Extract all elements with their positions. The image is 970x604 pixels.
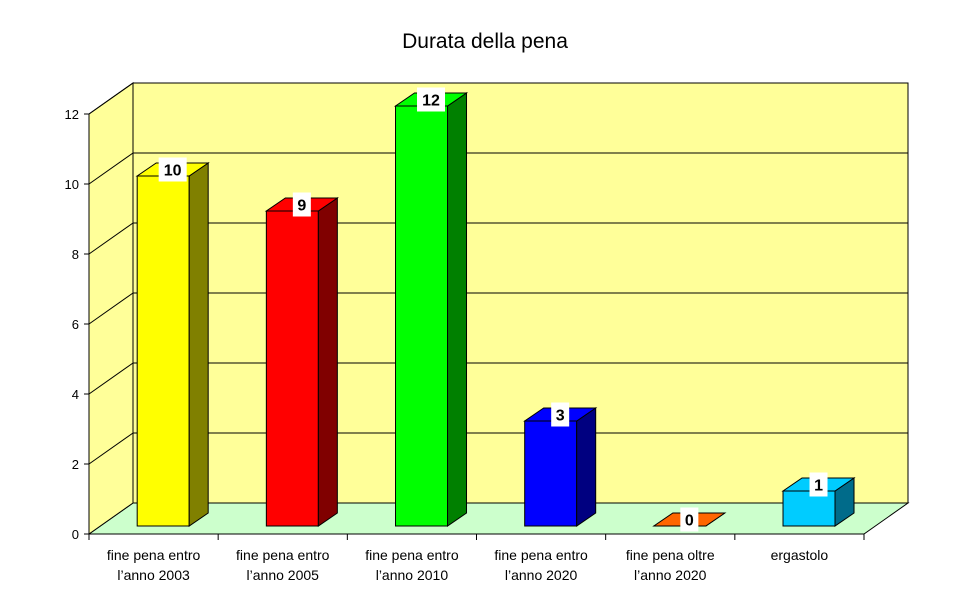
bar-side xyxy=(576,407,597,527)
category-label: fine pena entro l’anno 2010 xyxy=(365,547,459,583)
category-label-line: l’anno 2020 xyxy=(505,567,578,583)
y-tick-label: 12 xyxy=(65,107,79,122)
gridline-side xyxy=(88,292,134,325)
data-label-text: 0 xyxy=(685,513,694,530)
y-tick-label: 10 xyxy=(65,177,79,192)
bar-front xyxy=(265,210,319,527)
bar-front xyxy=(782,490,836,527)
bar xyxy=(135,162,210,527)
data-label: 10 xyxy=(158,157,187,182)
data-label-text: 1 xyxy=(814,478,823,495)
gridline-side xyxy=(88,152,134,185)
gridline-side xyxy=(88,362,134,395)
y-tick-label: 4 xyxy=(72,387,79,402)
bars xyxy=(135,92,856,527)
category-label-line: ergastolo xyxy=(771,547,829,563)
category-label-line: fine pena entro xyxy=(107,547,201,563)
data-label: 12 xyxy=(417,87,446,112)
data-label-box xyxy=(158,157,187,182)
data-label-box xyxy=(680,507,699,532)
category-label: fine pena oltre l’anno 2020 xyxy=(626,547,715,583)
data-label-text: 9 xyxy=(297,198,306,215)
category-label: fine pena entro l’anno 2005 xyxy=(236,547,330,583)
gridline-side xyxy=(88,82,134,115)
data-label-box xyxy=(417,87,446,112)
category-label-line: l’anno 2005 xyxy=(247,567,320,583)
gridline-side xyxy=(88,432,134,465)
data-label: 3 xyxy=(551,402,570,427)
bar xyxy=(264,197,339,527)
data-label-box xyxy=(292,192,311,217)
category-label-line: fine pena oltre xyxy=(626,547,715,563)
bar-side xyxy=(317,197,338,527)
category-label-line: l’anno 2003 xyxy=(117,567,190,583)
gridlines xyxy=(88,82,908,465)
bar-side xyxy=(447,92,468,527)
data-label: 9 xyxy=(292,192,311,217)
category-label-line: fine pena entro xyxy=(494,547,588,563)
category-label-line: fine pena entro xyxy=(236,547,330,563)
bar xyxy=(523,407,598,527)
chart-walls xyxy=(87,82,910,535)
category-label: fine pena entro l’anno 2020 xyxy=(494,547,588,583)
axes xyxy=(84,113,865,540)
data-label-box xyxy=(809,472,828,497)
category-label-line: l’anno 2010 xyxy=(376,567,449,583)
y-tick-label: 0 xyxy=(72,527,79,542)
category-label-line: fine pena entro xyxy=(365,547,459,563)
y-tick-labels: 0 2 4 6 8 10 12 xyxy=(65,107,79,542)
data-label: 0 xyxy=(680,507,699,532)
y-tick-label: 6 xyxy=(72,317,79,332)
category-label: fine pena entro l’anno 2003 xyxy=(107,547,201,583)
data-label-box xyxy=(551,402,570,427)
bar-front xyxy=(524,420,578,527)
bar-front xyxy=(395,105,449,527)
data-labels: 10 9 12 3 0 1 xyxy=(158,87,828,532)
chart-title: Durata della pena xyxy=(402,30,568,53)
data-label-text: 10 xyxy=(164,163,182,180)
bar-front xyxy=(136,175,190,527)
bar xyxy=(393,92,469,527)
data-label-text: 3 xyxy=(556,408,565,425)
category-label-line: l’anno 2020 xyxy=(634,567,707,583)
category-label: ergastolo xyxy=(771,547,829,563)
gridline-side xyxy=(88,222,134,255)
data-label: 1 xyxy=(809,472,828,497)
y-tick-label: 2 xyxy=(72,457,79,472)
bar-side xyxy=(188,162,209,527)
y-tick-label: 8 xyxy=(72,247,79,262)
data-label-text: 12 xyxy=(422,93,440,110)
